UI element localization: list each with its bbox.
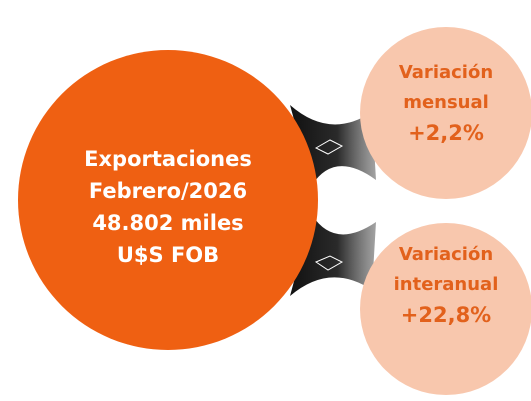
bubble-circle	[360, 27, 531, 199]
bubble-label: interanual	[394, 274, 499, 295]
connector-marker	[314, 139, 344, 155]
bubble-label: mensual	[403, 92, 489, 113]
bubble-label: +2,2%	[408, 121, 484, 145]
main-label: U$S FOB	[117, 243, 219, 267]
main-label: Exportaciones	[84, 147, 252, 171]
bubble-label: Variación	[399, 244, 493, 265]
main-circle	[18, 50, 318, 350]
bubble-circle	[360, 223, 531, 395]
main-label: Febrero/2026	[89, 179, 247, 203]
connector-marker	[314, 255, 344, 271]
bubble-label: Variación	[399, 62, 493, 83]
main-label: 48.802 miles	[92, 211, 243, 235]
bubble-label: +22,8%	[401, 303, 491, 327]
